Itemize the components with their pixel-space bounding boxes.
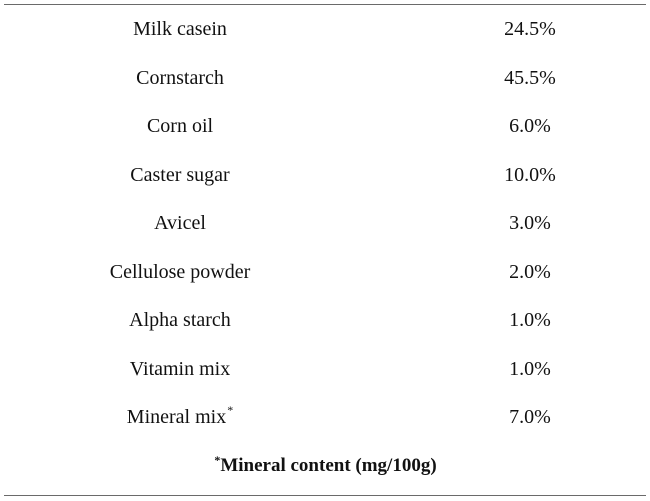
ingredient-name: Vitamin mix — [129, 358, 231, 380]
ingredient-name: Alpha starch — [129, 309, 231, 331]
ingredient-name: Avicel — [154, 212, 206, 234]
ingredient-percent: 1.0% — [509, 358, 551, 380]
ingredient-name: Milk casein — [133, 18, 227, 40]
ingredient-percent: 3.0% — [509, 212, 551, 234]
footnote-marker: * — [214, 453, 221, 467]
ingredient-name: Caster sugar — [130, 164, 230, 186]
ingredient-percent: 2.0% — [509, 261, 551, 283]
ingredient-percent: 6.0% — [509, 115, 551, 137]
table-row: Milk casein 24.5% — [0, 14, 650, 44]
ingredient-percent: 1.0% — [509, 309, 551, 331]
ingredient-name: Cornstarch — [136, 67, 224, 89]
table-row: Mineral mix* 7.0% — [0, 402, 650, 432]
table-row: Avicel 3.0% — [0, 208, 650, 238]
top-rule — [4, 4, 646, 5]
footnote-marker: * — [227, 403, 234, 417]
ingredient-percent: 7.0% — [509, 406, 551, 428]
ingredient-name-with-marker: Mineral mix* — [0, 402, 360, 432]
table-row: Vitamin mix 1.0% — [0, 354, 650, 384]
ingredient-percent: 10.0% — [504, 164, 556, 186]
table-row: Cornstarch 45.5% — [0, 63, 650, 93]
footnote-heading: *Mineral content (mg/100g) — [0, 451, 650, 481]
ingredient-name: Mineral mix — [126, 406, 227, 428]
ingredient-percent: 45.5% — [504, 67, 556, 89]
bottom-rule — [4, 495, 646, 496]
ingredient-name: Cellulose powder — [109, 261, 251, 283]
footnote-text: Mineral content (mg/100g) — [220, 455, 437, 476]
ingredient-name: Corn oil — [146, 115, 214, 137]
ingredient-percent: 24.5% — [504, 18, 556, 40]
table-row: Alpha starch 1.0% — [0, 305, 650, 335]
table-row: Cellulose powder 2.0% — [0, 257, 650, 287]
table-row: Corn oil 6.0% — [0, 111, 650, 141]
table-row: Caster sugar 10.0% — [0, 160, 650, 190]
